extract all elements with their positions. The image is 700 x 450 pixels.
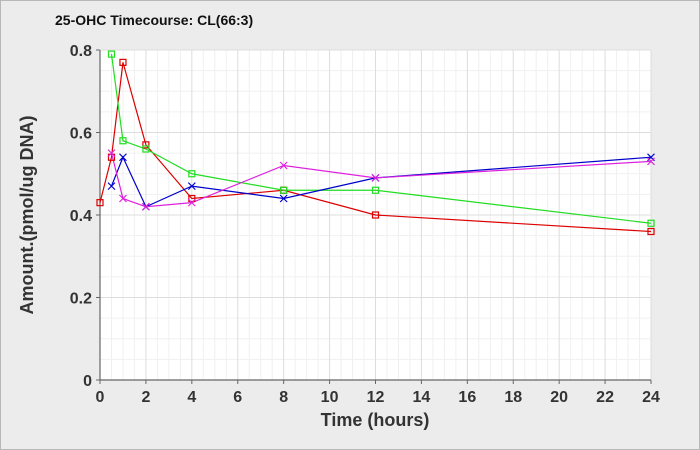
x-tick-label: 6 <box>233 389 242 406</box>
x-tick-label: 24 <box>642 389 660 406</box>
series-line-1 <box>99 62 652 233</box>
x-axis-label: Time (hours) <box>321 410 430 430</box>
series-1-point <box>188 194 196 203</box>
series-4-point <box>371 173 380 182</box>
x-marker-stroke <box>141 202 150 211</box>
x-marker-stroke <box>279 161 288 170</box>
x-tick-label: 14 <box>413 389 431 406</box>
y-tick-label: 0.6 <box>70 126 92 143</box>
x-tick-label: 16 <box>458 389 476 406</box>
x-marker-stroke <box>119 194 127 203</box>
y-tick-label: 0.4 <box>70 208 92 225</box>
x-tick-label: 0 <box>96 389 105 406</box>
chart-title: 25-OHC Timecourse: CL(66:3) <box>55 12 253 28</box>
x-tick-label: 8 <box>279 389 288 406</box>
series-2-point <box>371 186 380 194</box>
series-3-point <box>107 182 116 191</box>
series-4-point <box>279 161 288 170</box>
series-2-point <box>107 50 116 58</box>
series-3-point <box>279 194 288 203</box>
x-tick-label: 4 <box>187 389 196 406</box>
series-1-point <box>371 211 380 219</box>
series-line-2 <box>110 54 652 224</box>
x-tick-label: 20 <box>550 389 568 406</box>
series-2-point <box>119 137 127 145</box>
series-1-point <box>647 227 655 236</box>
series-4-point <box>141 202 150 211</box>
series-2-point <box>280 186 288 194</box>
series-1-point <box>119 58 127 66</box>
series-2-point <box>188 170 196 178</box>
series-2-point <box>647 219 655 227</box>
y-axis-label: Amount.(pmol/ug DNA) <box>17 116 37 315</box>
series-2-point <box>142 145 150 153</box>
x-marker-stroke <box>187 182 196 191</box>
x-marker-stroke <box>107 182 116 191</box>
series-3-point <box>119 153 127 162</box>
x-tick-label: 12 <box>367 389 385 406</box>
x-marker-stroke <box>107 149 116 158</box>
x-marker-stroke <box>279 194 288 203</box>
series-4-point <box>187 198 196 207</box>
series-4-point <box>107 149 116 158</box>
x-marker-stroke <box>119 153 127 162</box>
y-tick-label: 0.2 <box>70 291 92 308</box>
x-tick-label: 10 <box>321 389 339 406</box>
series-4-point <box>647 157 655 166</box>
series-4-point <box>119 194 127 203</box>
series-3-point <box>187 182 196 191</box>
y-tick-label: 0.8 <box>70 43 92 60</box>
series-1-point <box>142 141 150 149</box>
x-tick-label: 2 <box>141 389 150 406</box>
x-marker-stroke <box>187 198 196 207</box>
series-1-point <box>107 153 116 161</box>
y-tick-label: 0 <box>83 373 92 390</box>
x-tick-label: 18 <box>504 389 522 406</box>
series-1-point <box>96 199 104 207</box>
x-marker-stroke <box>647 157 655 166</box>
x-marker-stroke <box>371 173 380 182</box>
x-tick-label: 22 <box>596 389 614 406</box>
